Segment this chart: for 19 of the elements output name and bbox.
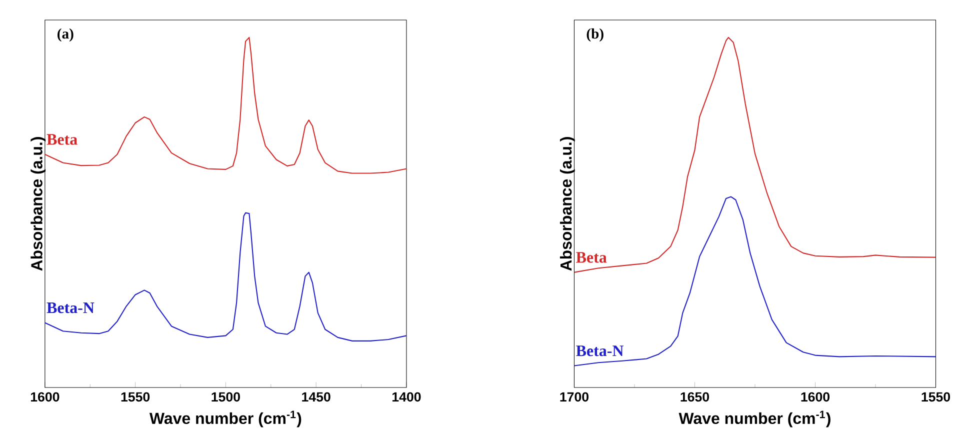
x-tick-label: 1550 xyxy=(121,392,150,402)
x-tick-label: 1600 xyxy=(801,392,830,402)
x-axis-title: Wave number (cm$^{-1}$) xyxy=(678,410,830,427)
annotation: (a) xyxy=(58,28,74,42)
y-axis-title: Absorbance (a.u.) xyxy=(30,136,46,271)
series-label: Beta-N xyxy=(576,345,624,356)
x-tick-label: 1500 xyxy=(212,392,240,402)
series-label: Beta xyxy=(576,252,607,263)
y-axis-title: Absorbance (a.u.) xyxy=(560,136,575,271)
x-tick-label: 1450 xyxy=(302,392,330,402)
x-tick-label: 1400 xyxy=(392,392,421,402)
x-axis-title: Wave number (cm$^{-1}$) xyxy=(149,410,302,427)
x-tick-label: 1700 xyxy=(560,392,588,402)
x-tick-label: 1650 xyxy=(680,392,710,402)
series-label: Beta-N xyxy=(46,302,94,313)
x-tick-label: 1600 xyxy=(30,392,60,402)
x-tick-label: 1550 xyxy=(922,392,950,402)
annotation: (b) xyxy=(586,28,604,42)
series-label: Beta xyxy=(46,134,78,145)
